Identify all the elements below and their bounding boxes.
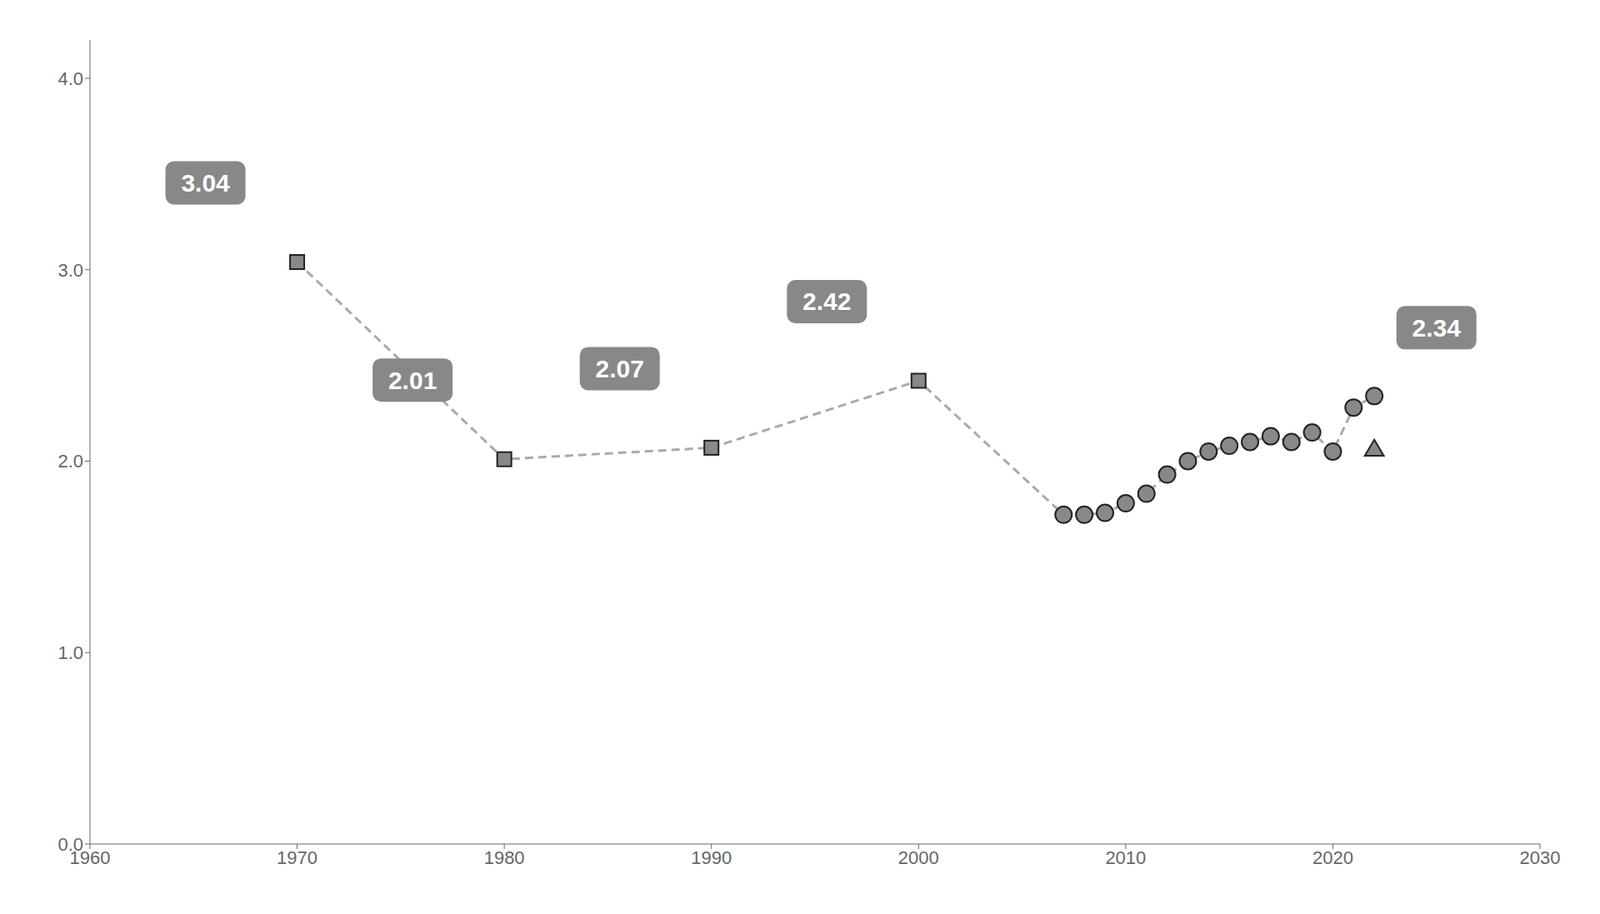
svg-text:2030: 2030 (1520, 847, 1561, 869)
svg-text:4.0: 4.0 (57, 68, 84, 90)
svg-text:2.34: 2.34 (1412, 314, 1462, 342)
svg-text:1990: 1990 (690, 847, 732, 869)
svg-text:1960: 1960 (69, 847, 111, 868)
svg-text:3.04: 3.04 (180, 169, 230, 197)
svg-text:1.0: 1.0 (57, 642, 84, 664)
svg-text:1970: 1970 (276, 847, 318, 869)
svg-text:1980: 1980 (484, 847, 525, 869)
svg-text:0.0: 0.0 (57, 834, 84, 855)
svg-text:2.42: 2.42 (802, 287, 851, 315)
svg-text:2.0: 2.0 (57, 450, 84, 472)
svg-text:3.0: 3.0 (57, 260, 84, 281)
svg-text:2020: 2020 (1312, 847, 1354, 869)
svg-text:2.01: 2.01 (388, 366, 437, 395)
svg-text:2.07: 2.07 (595, 355, 645, 383)
svg-text:2000: 2000 (898, 847, 940, 869)
svg-text:2010: 2010 (1105, 847, 1146, 869)
